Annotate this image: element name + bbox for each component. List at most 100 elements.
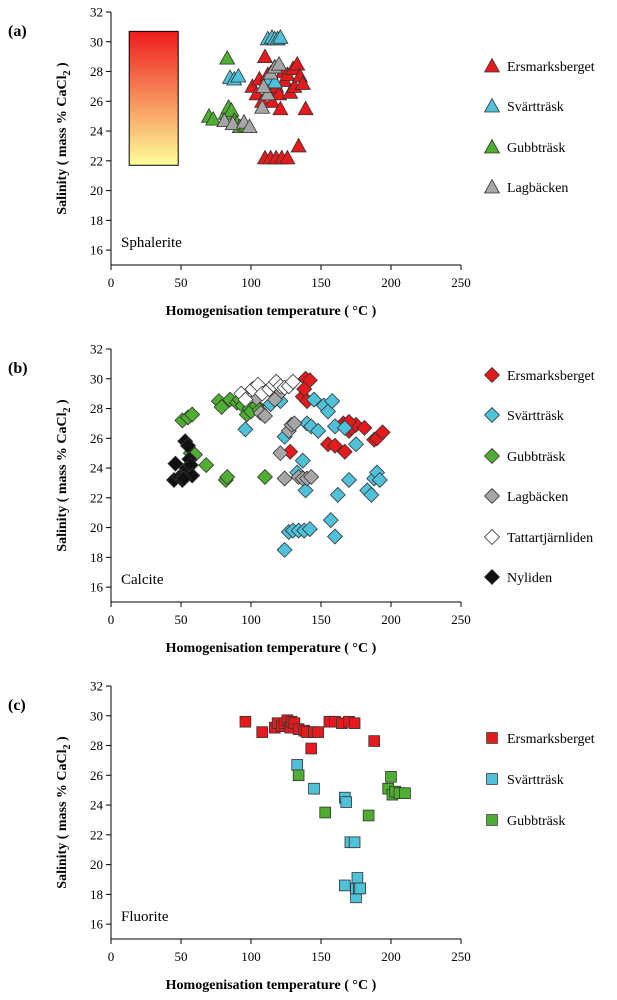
y-tick-label: 26 <box>90 94 104 109</box>
legend-marker <box>483 138 501 154</box>
data-point <box>167 455 184 472</box>
legend-label: Gubbträsk <box>507 141 565 156</box>
legend-marker <box>483 57 501 73</box>
data-point <box>290 137 307 153</box>
x-tick-label: 100 <box>241 949 261 964</box>
mineral-label: Fluorite <box>121 909 169 925</box>
data-point <box>263 93 281 108</box>
data-point <box>230 67 247 83</box>
data-point <box>205 110 222 126</box>
data-point <box>256 407 274 424</box>
legend-marker <box>483 406 501 424</box>
data-point <box>254 98 271 114</box>
data-point <box>282 443 299 460</box>
data-point <box>272 445 289 462</box>
y-axis-label-main: Salinity ( mass % CaCl <box>55 749 70 888</box>
data-point <box>340 796 352 808</box>
x-tick-label: 0 <box>108 949 115 964</box>
y-axis-label-subscript: 2 <box>62 70 73 75</box>
x-axis-label: Homogenisation temperature ( °C ) <box>166 641 377 656</box>
y-tick-label: 16 <box>90 580 104 595</box>
x-tick-label: 200 <box>381 275 401 290</box>
data-point <box>237 421 254 438</box>
data-point <box>310 422 327 439</box>
panel-fluorite: (c) 16 18 20 22 24 26 28 30 32 0 50 100 150 200 250 Homo… <box>8 679 595 994</box>
data-point <box>239 715 252 728</box>
x-tick-label: 200 <box>381 612 401 627</box>
legend-label: Gubbträsk <box>507 450 565 465</box>
y-tick-label: 16 <box>90 917 104 932</box>
data-point <box>324 393 341 410</box>
data-point <box>347 436 365 453</box>
x-tick-label: 100 <box>241 275 261 290</box>
y-tick-label: 18 <box>90 213 103 228</box>
data-point <box>362 809 375 822</box>
panel-label: (c) <box>8 697 26 714</box>
y-tick-label: 24 <box>90 124 104 139</box>
y-tick-label: 30 <box>90 371 103 386</box>
data-point <box>184 406 201 423</box>
data-point <box>213 399 230 416</box>
y-axis-label-subscript: 2 <box>62 744 73 749</box>
y-tick-label: 32 <box>90 342 103 357</box>
y-tick-label: 32 <box>90 5 103 20</box>
data-point <box>289 55 306 71</box>
data-point <box>270 55 288 71</box>
x-tick-label: 250 <box>451 275 471 290</box>
data-point <box>356 419 373 436</box>
data-point <box>385 770 397 783</box>
y-tick-label: 26 <box>90 431 104 446</box>
data-point <box>241 118 258 133</box>
series-ersmarksberget <box>239 714 380 755</box>
data-point <box>256 726 268 738</box>
legend-label: Ersmarksberget <box>507 369 595 384</box>
legend-marker <box>483 568 501 586</box>
x-tick-label: 250 <box>451 612 471 627</box>
y-tick-label: 16 <box>90 243 104 258</box>
data-point <box>266 391 283 408</box>
data-point <box>296 381 313 398</box>
y-tick-label: 30 <box>90 34 103 49</box>
data-point <box>319 806 331 819</box>
data-point <box>351 872 364 884</box>
y-tick-label: 32 <box>90 679 103 694</box>
data-point <box>294 75 311 90</box>
data-point <box>272 29 289 44</box>
series-tattartjärnliden <box>233 373 302 408</box>
y-axis-label-subscript: 2 <box>62 407 73 412</box>
y-axis-label-end: ) <box>55 399 70 408</box>
data-point <box>294 452 311 469</box>
legend-label: Svärtträsk <box>507 773 564 788</box>
data-point <box>326 528 344 545</box>
data-point <box>216 112 233 128</box>
data-point <box>297 482 314 499</box>
salinity-range-box <box>128 30 179 166</box>
legend-marker <box>486 732 498 744</box>
y-tick-label: 28 <box>90 738 103 753</box>
series-lagbäcken <box>216 55 288 133</box>
panel-calcite: (b) 16 18 20 22 24 26 28 30 32 0 50 100 150 200 250 Homo… <box>8 342 595 657</box>
data-point <box>374 424 391 441</box>
data-point <box>297 100 314 116</box>
y-tick-label: 20 <box>90 183 103 198</box>
series-svärtträsk <box>221 29 289 89</box>
x-tick-label: 150 <box>311 275 331 290</box>
mineral-label: Sphalerite <box>121 235 182 251</box>
data-point <box>237 391 254 408</box>
x-tick-label: 150 <box>311 949 331 964</box>
legend-marker <box>483 366 501 384</box>
y-axis-label: Salinity ( mass % CaCl2 ) <box>55 736 73 889</box>
series-nyliden <box>165 433 201 488</box>
data-point <box>219 468 236 485</box>
data-point <box>336 443 353 460</box>
data-point <box>329 486 346 503</box>
data-point <box>340 471 358 488</box>
y-tick-label: 20 <box>90 520 103 535</box>
y-tick-label: 30 <box>90 708 103 723</box>
y-tick-label: 22 <box>90 827 103 842</box>
panel-sphalerite: (a) 16 18 20 22 24 26 28 30 32 0 50 100 150 200 250 Homo… <box>8 5 595 320</box>
data-point <box>305 391 323 408</box>
x-tick-label: 0 <box>108 275 115 290</box>
legend-label: Lagbäcken <box>507 490 568 505</box>
x-axis-label: Homogenisation temperature ( °C ) <box>166 978 377 993</box>
